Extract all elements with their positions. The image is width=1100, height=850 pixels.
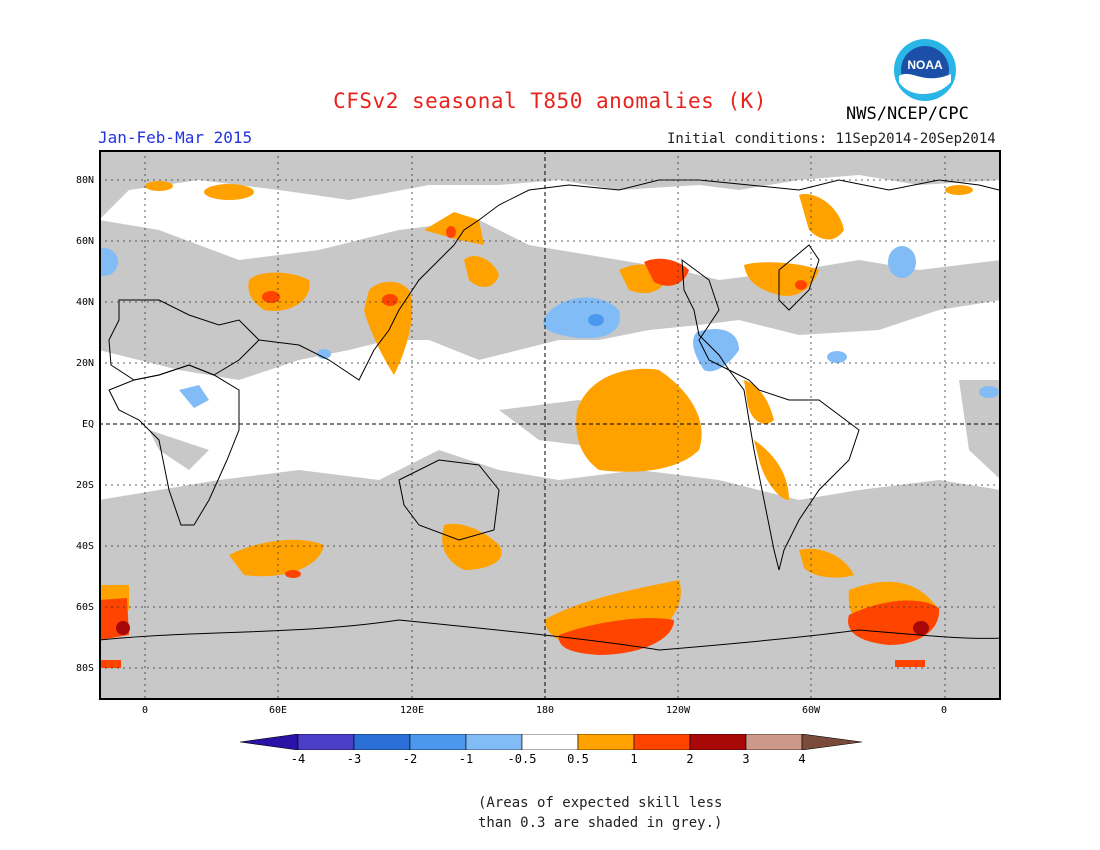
colorbar-segment-gt-4 [801, 734, 862, 750]
lon-label: 0 [940, 705, 948, 716]
colorbar-segment [689, 734, 747, 750]
lon-label: 180 [535, 705, 555, 716]
lat-label: EQ [81, 419, 94, 430]
graticule [99, 150, 1001, 700]
map-frame [99, 150, 1001, 700]
colorbar-label: -2 [402, 752, 418, 766]
colorbar-label: 2 [686, 752, 694, 766]
lat-label: 20S [75, 480, 94, 491]
positive-anomaly-areas [99, 181, 973, 668]
colorbar-label: -1 [458, 752, 474, 766]
colorbar-segment [297, 734, 355, 750]
reference-lines [99, 150, 1001, 700]
lat-label: 60S [75, 602, 94, 613]
colorbar-segment-lt-4 [240, 734, 299, 750]
anomaly-map [99, 150, 1001, 700]
initial-conditions-label: Initial conditions: 11Sep2014-20Sep2014 [667, 131, 996, 147]
colorbar-label: -0.5 [507, 752, 537, 766]
skill-note: (Areas of expected skill less than 0.3 a… [478, 793, 722, 833]
colorbar-segment [409, 734, 467, 750]
colorbar-segment [745, 734, 803, 750]
lat-label: 40N [75, 297, 94, 308]
lat-label: 40S [75, 541, 94, 552]
lat-label: 80N [75, 175, 94, 186]
lon-label: 120E [399, 705, 425, 716]
negative-anomaly-areas [99, 246, 999, 408]
agency-label: NWS/NCEP/CPC [846, 104, 969, 124]
lon-label: 120W [665, 705, 691, 716]
colorbar-label: -4 [290, 752, 306, 766]
colorbar-segment [353, 734, 411, 750]
skill-note-line-1: (Areas of expected skill less [478, 795, 723, 811]
map-title: CFSv2 seasonal T850 anomalies (K) [333, 89, 767, 113]
colorbar-segment [521, 734, 579, 750]
noaa-logo-text: NOAA [907, 58, 943, 72]
colorbar-segment [577, 734, 635, 750]
colorbar-label: -3 [346, 752, 362, 766]
lon-label: 0 [141, 705, 149, 716]
lon-label: 60W [801, 705, 821, 716]
lat-label: 80S [75, 663, 94, 674]
colorbar [240, 734, 862, 750]
lat-label: 20N [75, 358, 94, 369]
colorbar-segment [633, 734, 691, 750]
colorbar-label: 0.5 [567, 752, 589, 766]
lat-label: 60N [75, 236, 94, 247]
colorbar-label: 3 [742, 752, 750, 766]
noaa-logo-icon: NOAA [894, 39, 956, 101]
colorbar-segment [465, 734, 523, 750]
colorbar-label: 4 [798, 752, 806, 766]
skill-note-line-2: than 0.3 are shaded in grey.) [478, 815, 723, 831]
season-label: Jan-Feb-Mar 2015 [98, 128, 253, 147]
colorbar-label: 1 [630, 752, 638, 766]
lon-label: 60E [268, 705, 288, 716]
